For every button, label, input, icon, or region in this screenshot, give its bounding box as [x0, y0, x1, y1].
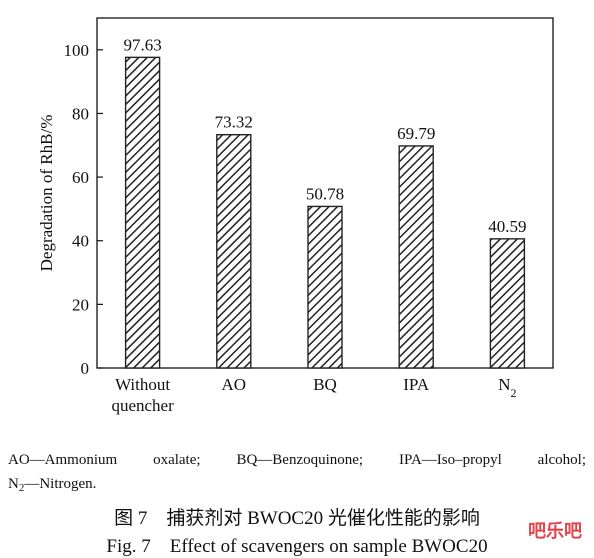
plot-area: 0 20 40 60 80 100 Degradation of RhB/% 97.63 Wit…	[37, 17, 554, 415]
nitrogen-note: N2—Nitrogen.	[8, 473, 586, 499]
bar-value-label: 50.78	[306, 184, 344, 203]
y-tick-label: 40	[72, 232, 89, 251]
bar	[124, 56, 161, 369]
watermark-logo: 吧乐吧	[524, 516, 586, 544]
x-tick-label: N2	[498, 375, 516, 400]
y-tick-label: 20	[72, 295, 89, 314]
x-tick-label: AO	[222, 375, 247, 394]
figure-caption-english: Fig. 7 Effect of scavengers on sample BW…	[106, 536, 488, 557]
x-tick-label: BQ	[313, 375, 337, 394]
x-tick-label: IPA	[403, 375, 430, 394]
y-axis-label: Degradation of RhB/%	[37, 115, 56, 272]
abbreviation-note: AO—Ammonium oxalate; BQ—Benzoquinone; IP…	[8, 452, 586, 468]
bar-value-label: 40.59	[488, 217, 526, 236]
nitrogen-definition: —Nitrogen.	[24, 476, 97, 492]
bar	[489, 238, 526, 369]
x-tick-label: Without quencher	[111, 375, 174, 415]
bar	[307, 205, 343, 369]
y-tick-label: 60	[72, 168, 89, 187]
bar-chart: 0 20 40 60 80 100 Degradation of RhB/% 97.63 Wit…	[37, 17, 554, 415]
bar-value-label: 69.79	[397, 124, 435, 143]
y-tick-label: 80	[72, 104, 89, 123]
bar	[216, 134, 252, 369]
bar-value-label: 73.32	[215, 113, 253, 132]
y-tick-label: 0	[81, 359, 90, 378]
figure-caption-chinese: 图 7 捕获剂对 BWOC20 光催化性能的影响	[114, 508, 480, 529]
bar	[398, 145, 434, 369]
bar-value-label: 97.63	[123, 35, 161, 54]
nitrogen-symbol: N	[8, 476, 19, 492]
nitrogen-subscript: 2	[18, 482, 25, 494]
y-tick-label: 100	[64, 41, 90, 60]
